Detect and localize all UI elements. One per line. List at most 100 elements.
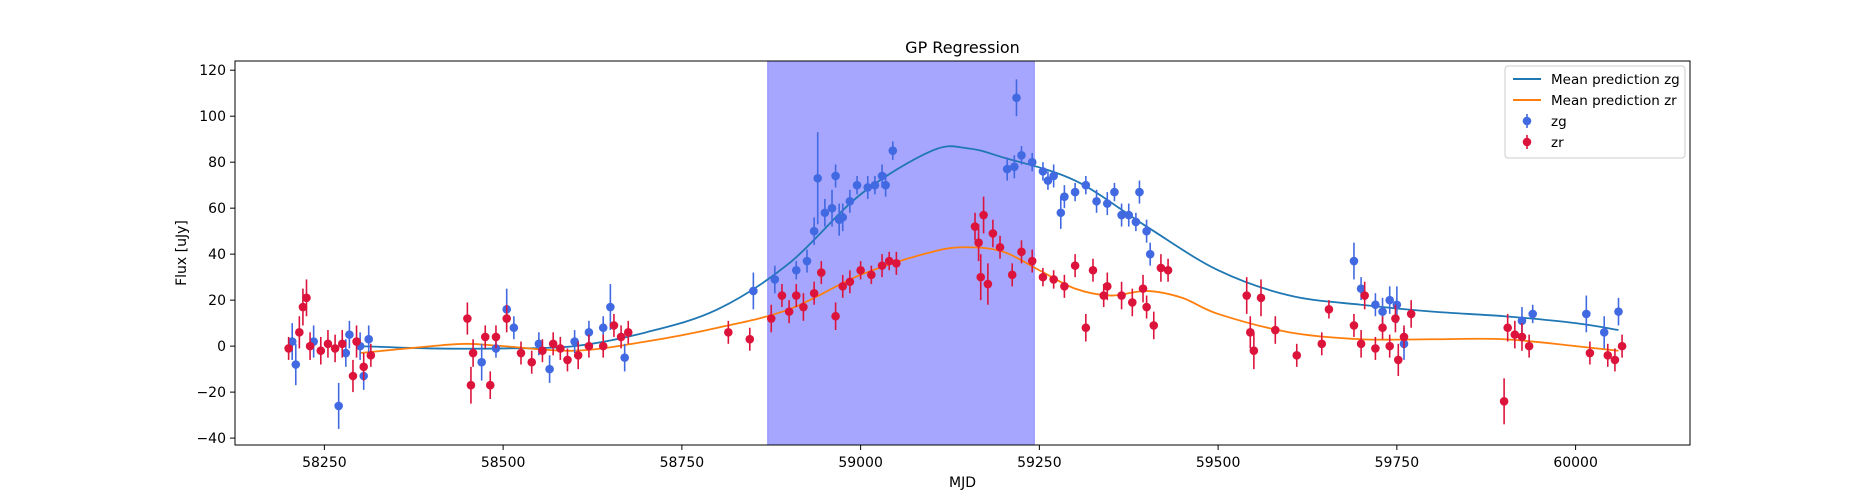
- x-tick-label: 58750: [660, 455, 705, 471]
- zr-data-point: [295, 328, 304, 337]
- zg-data-point: [1012, 93, 1021, 103]
- zg-data-point: [1599, 328, 1609, 337]
- mean-prediction-line-zr: [360, 246, 1619, 354]
- legend-marker-swatch: [1522, 116, 1532, 126]
- zr-data-point: [485, 380, 495, 390]
- zr-data-point: [527, 357, 537, 367]
- zr-data-point: [584, 341, 594, 351]
- zr-data-point: [1245, 328, 1255, 337]
- zg-data-point: [287, 337, 297, 346]
- zr-data-point: [556, 344, 565, 353]
- y-tick-label: 40: [208, 247, 226, 263]
- zg-data-point: [749, 286, 758, 296]
- zr-data-point: [548, 339, 558, 349]
- zr-data-point: [598, 341, 608, 351]
- zg-data-point: [1614, 307, 1623, 316]
- y-axis-ticks: −40 −20 0 20 40 60 80 100 120: [196, 63, 235, 447]
- zg-data-point: [813, 173, 823, 183]
- zr-data-point: [1393, 355, 1403, 365]
- zr-data-point: [337, 339, 347, 349]
- x-tick-label: 59250: [1017, 455, 1062, 471]
- chart-title: GP Regression: [905, 38, 1020, 57]
- zr-data-point: [724, 328, 733, 337]
- zr-data-point: [480, 332, 490, 342]
- zr-data-point: [1142, 302, 1151, 312]
- legend-label: Mean prediction zg: [1551, 72, 1680, 88]
- zg-data-point: [1371, 300, 1380, 310]
- zr-data-point: [1249, 346, 1259, 356]
- zg-data-point: [509, 323, 519, 333]
- zr-data-point: [1038, 272, 1048, 282]
- zr-data-point: [892, 259, 901, 268]
- x-axis-label: MJD: [949, 475, 976, 491]
- y-axis-label: Flux [uJy]: [174, 220, 190, 286]
- zg-data-point: [1010, 162, 1019, 172]
- zr-data-point: [1499, 397, 1509, 406]
- x-tick-label: 60000: [1553, 455, 1598, 471]
- zr-data-point: [970, 222, 980, 231]
- zr-data-point: [609, 321, 619, 330]
- zr-data-point: [995, 242, 1005, 252]
- zg-data-point: [1060, 192, 1069, 201]
- zr-data-point: [352, 337, 361, 346]
- zr-data-point: [1503, 323, 1512, 333]
- zr-data-point: [623, 328, 633, 337]
- zr-data-point: [538, 346, 547, 356]
- zr-data-point: [366, 351, 376, 360]
- zr-data-point: [1317, 339, 1327, 349]
- zg-data-point: [820, 208, 830, 218]
- zr-data-point: [573, 351, 583, 360]
- zg-data-point: [838, 213, 848, 222]
- zr-data-point: [809, 288, 819, 298]
- zr-data-point: [784, 307, 794, 316]
- zg-data-point: [341, 348, 351, 358]
- zg-data-point: [1070, 187, 1080, 197]
- zg-data-point: [809, 226, 819, 236]
- zr-data-point: [323, 339, 333, 349]
- zr-data-point: [1060, 282, 1069, 291]
- zg-data-point: [1378, 307, 1387, 316]
- zg-data-point: [870, 180, 880, 190]
- zr-data-point: [816, 268, 826, 277]
- zr-data-point: [791, 291, 801, 300]
- zg-data-point: [802, 256, 812, 266]
- zr-data-point: [1617, 341, 1627, 351]
- zr-data-point: [745, 334, 755, 344]
- zr-data-point: [1610, 355, 1620, 365]
- zr-data-point: [867, 270, 876, 280]
- zg-data-point: [545, 364, 554, 374]
- zr-data-point: [766, 314, 776, 323]
- zg-data-point: [598, 323, 608, 333]
- zg-data-point: [791, 265, 801, 275]
- zr-data-point: [1049, 275, 1058, 284]
- zg-data-point: [477, 357, 486, 367]
- zr-data-point: [1517, 332, 1527, 342]
- shaded-region-layer: [767, 60, 1035, 446]
- zg-data-point: [570, 337, 579, 346]
- zg-data-point: [888, 146, 898, 155]
- zr-data-point: [1378, 323, 1387, 333]
- zg-data-point: [1049, 171, 1058, 181]
- zr-data-point: [983, 279, 993, 289]
- zr-data-point: [284, 344, 293, 353]
- zr-data-point: [466, 380, 476, 390]
- y-tick-label: 100: [199, 109, 226, 125]
- zr-data-point: [1163, 265, 1173, 275]
- zr-data-point: [463, 314, 472, 323]
- zg-data-point: [1349, 256, 1359, 266]
- zg-data-point: [1131, 217, 1141, 227]
- zg-data-point: [1110, 187, 1119, 197]
- legend: Mean prediction zg Mean prediction zr zg zr: [1504, 65, 1686, 159]
- zr-data-point: [856, 265, 865, 275]
- zr-data-point: [1391, 314, 1400, 323]
- zr-data-point: [884, 256, 894, 266]
- zg-data-point: [881, 180, 890, 190]
- zr-data-point: [616, 332, 626, 342]
- zg-data-point: [345, 330, 354, 339]
- x-tick-label: 59500: [1196, 455, 1241, 471]
- legend-label: zr: [1551, 135, 1564, 151]
- zg-data-point: [1117, 210, 1126, 220]
- zg-data-point: [1124, 210, 1134, 220]
- shaded-region: [767, 60, 1035, 446]
- y-tick-label: 20: [208, 293, 226, 309]
